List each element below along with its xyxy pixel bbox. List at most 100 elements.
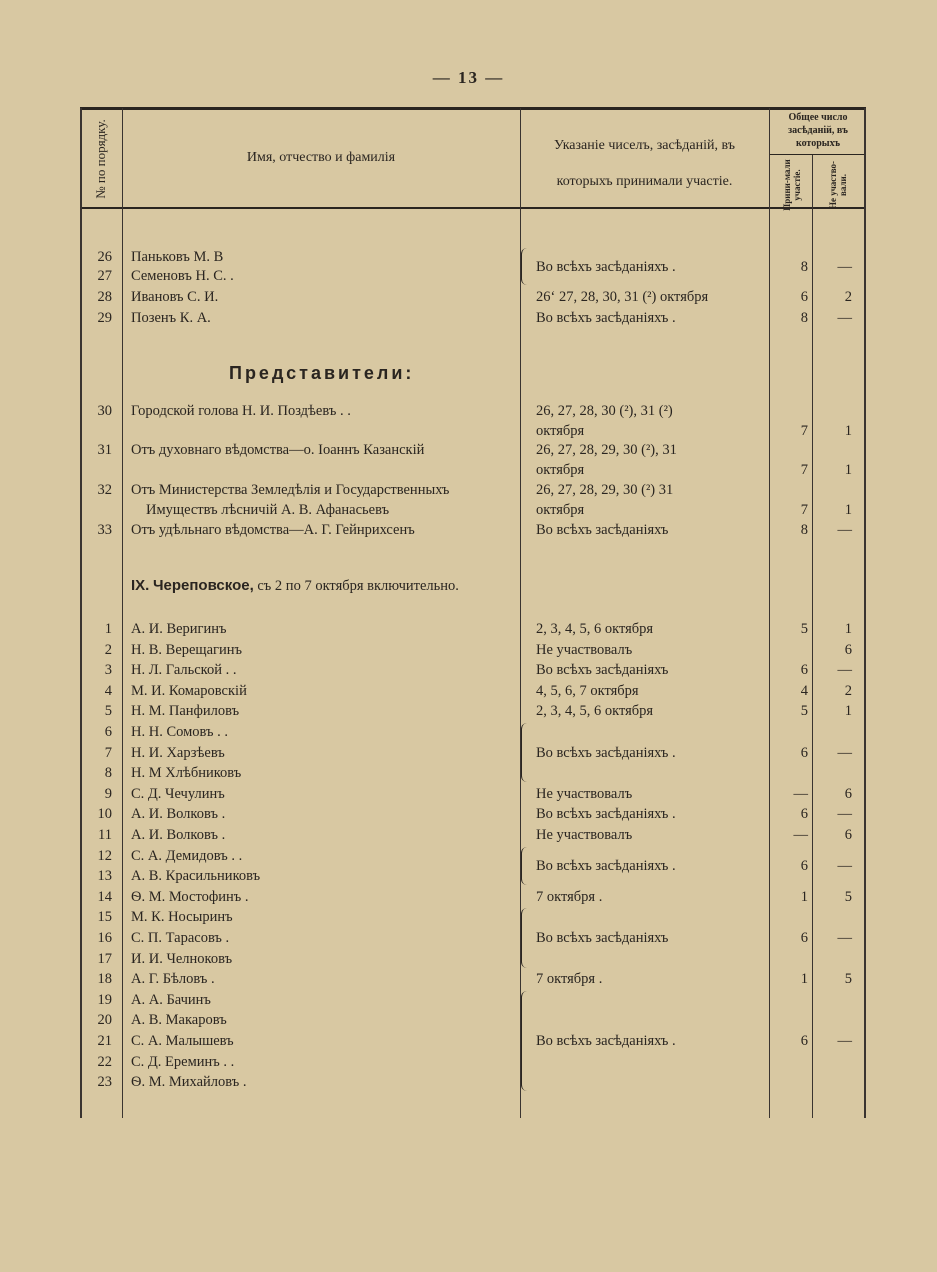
sessions-attended-text: 6: [800, 662, 808, 679]
sessions-attended-text: 8: [800, 258, 808, 275]
attendance-dates-text: 4, 5, 6, 7 октября: [536, 682, 639, 699]
dot-leader: [644, 680, 764, 701]
row-number: 2: [82, 640, 112, 660]
row-number: 16: [82, 928, 113, 948]
sessions-attended: 6: [772, 804, 808, 824]
sessions-missed: —: [814, 1031, 853, 1051]
row-number: 14: [82, 887, 113, 907]
attendance-dates-continued: октября: [536, 421, 764, 441]
sessions-missed: —: [814, 308, 853, 328]
row-number: 7: [82, 743, 112, 763]
dot-leader: [216, 308, 513, 328]
row-name: Н. В. Верещагинъ: [131, 639, 513, 660]
section-roman-numeral: IX.: [131, 577, 150, 594]
sessions-missed-text: —: [837, 806, 853, 823]
header-number: № по порядку.: [93, 119, 108, 199]
row-name: Н. И. Харзѣевъ: [131, 742, 513, 763]
row-name: Н. М. Панфиловъ: [131, 701, 513, 722]
attendance-dates-text: 26, 27, 28, 29, 30 (²) 31: [536, 482, 674, 498]
sessions-attended: 5: [772, 701, 808, 721]
row-name: А. Г. Бѣловъ .: [131, 969, 513, 990]
row-name-text: Н. Л. Гальской . .: [131, 662, 237, 679]
sessions-missed-text: 1: [844, 703, 852, 720]
row-name-text: И. И. Челноковъ: [131, 950, 233, 967]
row-number: 4: [82, 681, 112, 701]
row-name: А. В. Макаровъ: [131, 1010, 513, 1031]
sessions-missed: 1: [814, 619, 852, 639]
row-number-text: 2: [104, 641, 112, 658]
row-number-text: 17: [97, 950, 113, 967]
dot-leader: [681, 1031, 764, 1051]
page-number: — 13 —: [432, 68, 505, 87]
attendance-dates-text: Во всѣхъ засѣданiяхъ: [536, 662, 669, 679]
sessions-attended: 8: [772, 257, 808, 277]
row-name-text: Паньковъ М. В: [131, 249, 224, 265]
row-number: 21: [82, 1031, 113, 1051]
dot-leader: [608, 969, 764, 990]
header-absent: Не участво-вали.: [828, 160, 848, 210]
attendance-dates-continued: октября: [536, 500, 764, 520]
row-number-text: 21: [97, 1033, 113, 1049]
row-name-text: Городской голова Н. И. Поздѣевъ . .: [131, 403, 351, 419]
attendance-dates: Во всѣхъ засѣданiяхъ .: [536, 1031, 764, 1051]
dot-leader: [590, 500, 764, 520]
sessions-attended: 6: [772, 743, 808, 763]
header-bottom-rule: [80, 207, 866, 209]
sessions-attended-text: 1: [800, 971, 808, 988]
row-number: 10: [82, 804, 113, 824]
row-number: 12: [82, 846, 113, 866]
dot-leader: [714, 287, 764, 307]
attendance-dates: Не участвовалъ: [536, 639, 764, 660]
sessions-missed-text: 2: [844, 289, 852, 305]
dot-leader: [638, 783, 764, 804]
sessions-missed-text: —: [837, 258, 853, 275]
row-name: С. П. Тарасовъ .: [131, 928, 513, 948]
row-name-text: С. Д. Чечулинъ: [131, 785, 225, 802]
dot-leader: [248, 845, 513, 866]
row-name: А. А. Бачинъ: [131, 989, 513, 1010]
attendance-dates-text: Во всѣхъ засѣданiяхъ .: [536, 1033, 676, 1049]
sessions-attended: 6: [772, 928, 808, 948]
attendance-dates: Во всѣхъ засѣданiяхъ: [536, 660, 764, 681]
row-number: 31: [82, 440, 113, 460]
dot-leader: [638, 825, 764, 845]
sessions-attended-text: 4: [800, 682, 808, 699]
dot-leader: [681, 855, 764, 876]
attendance-dates: 2, 3, 4, 5, 6 октября: [536, 619, 764, 639]
table-right-border: [864, 108, 866, 1118]
row-number-text: 6: [104, 724, 112, 740]
dot-leader: [659, 701, 764, 722]
dot-leader: [420, 520, 513, 540]
sessions-attended-text: 8: [800, 310, 808, 326]
sessions-attended: —: [772, 825, 809, 845]
attendance-dates-text: 2, 3, 4, 5, 6 октября: [536, 621, 654, 637]
row-number-text: 1: [104, 621, 112, 637]
sessions-attended-text: —: [793, 827, 809, 843]
row-number: 26: [82, 247, 113, 267]
sessions-missed: 1: [814, 500, 852, 520]
sessions-attended: 8: [772, 308, 808, 328]
sessions-missed: 1: [814, 701, 852, 721]
row-name-text: Н. М Хлѣбниковъ: [131, 765, 242, 782]
row-name-text: М. К. Носыринъ: [131, 909, 233, 926]
row-number: 30: [82, 401, 113, 421]
attendance-dates: Во всѣхъ засѣданiяхъ: [536, 520, 764, 540]
row-number: 13: [82, 866, 113, 886]
header-took-part: Прини-мали участіе.: [782, 159, 802, 211]
attendance-dates-text: 7 октября .: [536, 888, 603, 905]
row-number-text: 14: [97, 888, 113, 905]
dot-leader: [216, 989, 513, 1010]
dot-leader: [224, 287, 513, 307]
row-name-text: А. В. Макаровъ: [131, 1012, 227, 1029]
row-number: 27: [82, 266, 113, 286]
dot-leader: [674, 928, 764, 948]
sessions-attended-text: 6: [800, 289, 808, 305]
dot-leader: [252, 1072, 513, 1093]
sessions-attended: 6: [772, 1031, 808, 1051]
section-title-cherepovets: IX. Череповское, съ 2 по 7 октября включ…: [131, 577, 459, 595]
row-number-text: 29: [97, 310, 113, 326]
dot-leader: [356, 401, 513, 421]
row-name-continued: Имуществъ лѣсничій А. В. Афанасьевъ: [146, 500, 513, 520]
sessions-missed-text: 6: [844, 827, 852, 843]
dot-leader: [681, 308, 764, 328]
